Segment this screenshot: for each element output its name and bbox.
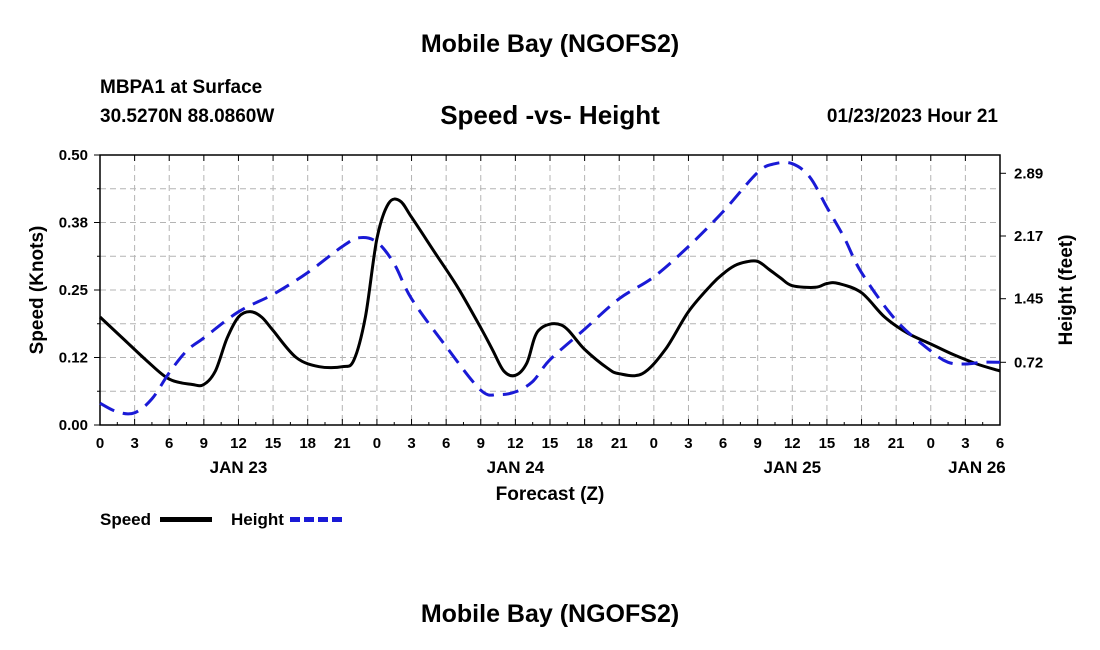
series: [98, 160, 1001, 416]
x-tick-label: 0: [96, 435, 104, 452]
station-name: MBPA1 at Surface: [100, 77, 263, 98]
legend-height-label: Height: [231, 510, 284, 529]
x-tick-label: 6: [165, 435, 173, 452]
station-coordinates: 30.5270N 88.0860W: [100, 106, 275, 127]
y-axis-title: Speed (Knots): [27, 226, 48, 355]
bottom-title: Mobile Bay (NGOFS2): [420, 600, 680, 628]
y2-axis-title: Height (feet): [1056, 235, 1077, 346]
legend-height-swatch: [290, 517, 342, 522]
x-tick-label: 6: [442, 435, 450, 452]
y2-tick-label: 2.89: [1014, 165, 1043, 182]
y-tick-label: 0.25: [59, 282, 88, 299]
run-time: 01/23/2023 Hour 21: [826, 106, 998, 127]
axis-labels: 0 3 6 9 12 15 18 21 0 3 6 9 12 15 18 21 0 3 6 9 12 15 18 21 0 3 6 J…: [59, 147, 1043, 477]
y-tick-label: 0.38: [59, 215, 88, 232]
x-tick-label: 15: [819, 435, 836, 452]
x-tick-label: 0: [927, 435, 935, 452]
x-tick-label: 0: [373, 435, 381, 452]
x-tick-label: 9: [477, 435, 485, 452]
x-tick-label: 12: [784, 435, 801, 452]
x-tick-label: 21: [611, 435, 628, 452]
x-tick-label: 12: [507, 435, 524, 452]
x-tick-label: 15: [265, 435, 282, 452]
x-tick-label: 0: [650, 435, 658, 452]
axis-ticks: [94, 154, 1006, 426]
x-tick-label: 15: [542, 435, 559, 452]
x-tick-label: 3: [407, 435, 415, 452]
day-label: JAN 24: [487, 458, 545, 477]
x-tick-label: 3: [130, 435, 138, 452]
x-tick-label: 18: [576, 435, 593, 452]
x-tick-label: 18: [853, 435, 870, 452]
height-series-line: [99, 160, 1001, 416]
x-tick-label: 21: [334, 435, 351, 452]
y2-tick-label: 1.45: [1014, 291, 1043, 308]
y-tick-label: 0.50: [59, 147, 88, 164]
x-tick-label: 9: [200, 435, 208, 452]
x-axis-title: Forecast (Z): [496, 484, 605, 505]
chart-subtitle: Speed -vs- Height: [440, 100, 660, 130]
x-tick-label: 3: [961, 435, 969, 452]
x-tick-label: 18: [299, 435, 316, 452]
x-tick-label: 9: [754, 435, 762, 452]
y-tick-label: 0.12: [59, 350, 88, 367]
y2-tick-label: 0.72: [1014, 354, 1043, 371]
x-tick-label: 3: [684, 435, 692, 452]
x-tick-label: 6: [996, 435, 1004, 452]
day-label: JAN 23: [210, 458, 268, 477]
x-tick-label: 21: [888, 435, 905, 452]
main-title: Mobile Bay (NGOFS2): [420, 30, 680, 58]
x-tick-label: 6: [719, 435, 727, 452]
legend-speed-swatch: [160, 517, 212, 522]
speed-series-line: [98, 197, 1001, 388]
legend-speed-label: Speed: [100, 510, 152, 529]
y-tick-label: 0.00: [59, 417, 88, 434]
day-label: JAN 25: [763, 458, 821, 477]
x-tick-label: 12: [230, 435, 247, 452]
day-label: JAN 26: [948, 458, 1006, 477]
y2-tick-label: 2.17: [1014, 228, 1043, 245]
grid: [100, 155, 1000, 425]
